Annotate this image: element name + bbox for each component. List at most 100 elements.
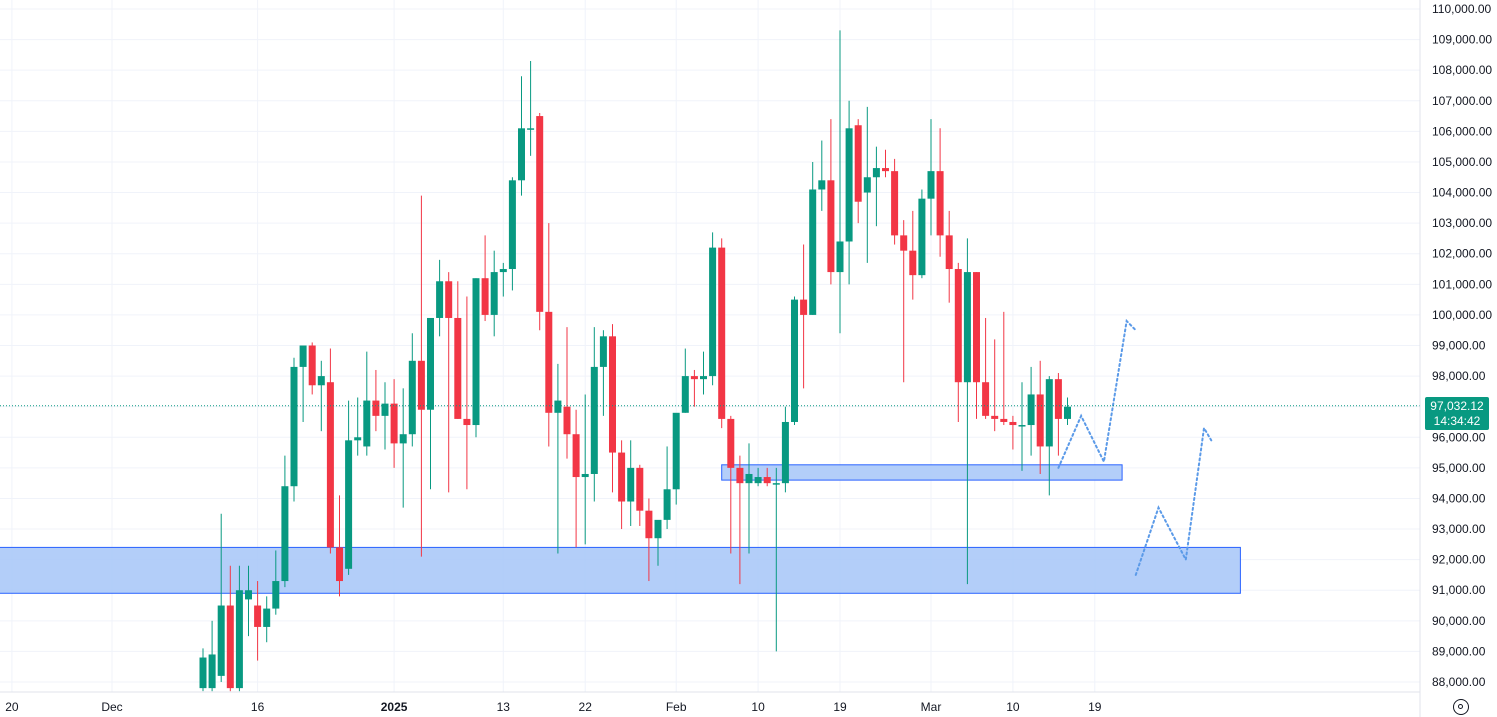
- candle-body: [800, 299, 808, 315]
- candle: [809, 161, 817, 315]
- candle-body: [508, 180, 516, 270]
- candle: [872, 146, 880, 227]
- price-tick-label: 107,000.00: [1432, 94, 1492, 108]
- candle: [882, 149, 889, 178]
- time-axis: 23Nov1120Dec1620251322Feb1019Mar1019: [0, 691, 1420, 714]
- price-tick-label: 89,000.00: [1432, 644, 1486, 658]
- candle: [654, 519, 662, 566]
- candle: [772, 467, 780, 652]
- candle: [263, 596, 271, 643]
- price-tick-label: 88,000.00: [1432, 675, 1486, 689]
- candle-body: [308, 345, 316, 386]
- candle: [499, 262, 507, 297]
- candle: [982, 317, 990, 419]
- time-tick-label: Mar: [921, 700, 942, 714]
- candle-body: [263, 608, 271, 627]
- settings-icon[interactable]: [1453, 699, 1469, 715]
- candle: [235, 565, 243, 692]
- candle: [945, 210, 953, 303]
- candle-body: [563, 406, 571, 435]
- candle-body: [836, 241, 844, 273]
- candle: [672, 412, 680, 505]
- candle-body: [481, 278, 489, 315]
- candle-body: [417, 360, 425, 410]
- candle-body: [199, 657, 207, 689]
- candle-body: [681, 376, 689, 413]
- candle: [727, 415, 735, 554]
- price-tick-label: 95,000.00: [1432, 461, 1486, 475]
- candle-body: [973, 272, 980, 383]
- support-zones: [0, 464, 1241, 594]
- candle-body: [499, 269, 507, 273]
- candle-body: [272, 581, 280, 609]
- candle-body: [590, 366, 598, 474]
- candle: [918, 189, 926, 279]
- time-tick-label: Feb: [666, 700, 687, 714]
- candle: [745, 443, 753, 554]
- time-tick-label: 10: [1006, 700, 1020, 714]
- candle: [1009, 415, 1017, 450]
- candle-body: [654, 519, 662, 539]
- candle: [590, 327, 598, 502]
- candle: [281, 455, 289, 588]
- candle-body: [863, 177, 871, 193]
- candle-body: [445, 281, 453, 318]
- candle-body: [581, 473, 589, 478]
- candle: [290, 357, 298, 502]
- candle: [372, 369, 380, 432]
- candle: [254, 581, 262, 661]
- price-tick-label: 106,000.00: [1432, 124, 1492, 138]
- candle: [909, 210, 917, 300]
- candle-body: [854, 125, 862, 202]
- candle-body: [1054, 379, 1062, 419]
- candle: [1018, 382, 1026, 471]
- price-tick-label: 96,000.00: [1432, 430, 1486, 444]
- candle: [609, 324, 616, 493]
- candle-body: [627, 467, 635, 502]
- candle-body: [490, 272, 498, 315]
- price-tick-label: 102,000.00: [1432, 247, 1492, 261]
- candle: [618, 440, 626, 530]
- candle: [490, 250, 498, 337]
- projection-path: [1057, 318, 1137, 469]
- candle: [417, 195, 425, 557]
- candle-body: [408, 360, 416, 435]
- candle: [436, 259, 444, 337]
- candle-body: [918, 198, 926, 276]
- candle-body: [363, 400, 371, 447]
- candle-body: [1064, 406, 1071, 419]
- candle: [954, 262, 962, 422]
- candle-body: [399, 434, 407, 444]
- candle-body: [381, 403, 389, 416]
- candle-body: [235, 590, 243, 689]
- candle-body: [900, 235, 908, 251]
- last-price-badge: 97,032.12 14:34:42: [1425, 397, 1489, 430]
- candle-body: [245, 590, 252, 600]
- candle: [354, 397, 362, 456]
- price-tick-label: 98,000.00: [1432, 369, 1486, 383]
- candle-body: [700, 376, 707, 380]
- price-tick-label: 91,000.00: [1432, 583, 1486, 597]
- candle-body: [909, 250, 917, 276]
- last-price-value: 97,032.12: [1430, 399, 1484, 413]
- candle: [336, 495, 343, 597]
- candle: [636, 464, 644, 526]
- candle: [445, 272, 453, 493]
- candle: [508, 177, 516, 291]
- candle-body: [718, 247, 726, 419]
- candle-body: [1018, 425, 1026, 427]
- candle-body: [299, 345, 307, 367]
- candle: [663, 446, 671, 530]
- countdown-timer: 14:34:42: [1433, 414, 1481, 428]
- time-tick-label: 16: [251, 700, 265, 714]
- projection-paths: [1057, 318, 1213, 576]
- candle-body: [954, 269, 962, 383]
- candle-body: [518, 128, 525, 181]
- candle: [700, 351, 707, 395]
- candle-body: [572, 434, 580, 478]
- candle-body: [709, 247, 717, 377]
- candle: [845, 100, 853, 285]
- candle-body: [254, 605, 262, 627]
- candle: [199, 648, 207, 692]
